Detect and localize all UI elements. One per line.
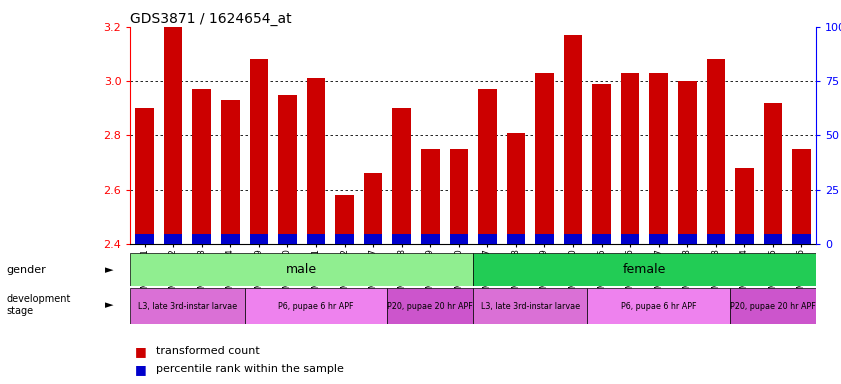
Bar bbox=[130, 253, 473, 286]
Bar bbox=[336, 195, 354, 244]
Bar bbox=[535, 73, 553, 244]
Bar bbox=[506, 132, 525, 244]
Bar bbox=[678, 81, 696, 244]
Text: gender: gender bbox=[7, 265, 46, 275]
Text: ►: ► bbox=[105, 265, 114, 275]
Bar bbox=[388, 288, 473, 324]
Bar bbox=[364, 234, 383, 244]
Bar bbox=[135, 108, 154, 244]
Bar bbox=[506, 234, 525, 244]
Bar bbox=[478, 234, 497, 244]
Text: male: male bbox=[286, 263, 317, 276]
Text: P20, pupae 20 hr APF: P20, pupae 20 hr APF bbox=[730, 302, 816, 311]
Bar bbox=[587, 288, 730, 324]
Bar bbox=[592, 234, 611, 244]
Bar bbox=[336, 234, 354, 244]
Bar bbox=[735, 234, 754, 244]
Bar bbox=[563, 35, 582, 244]
Bar bbox=[473, 288, 587, 324]
Text: L3, late 3rd-instar larvae: L3, late 3rd-instar larvae bbox=[138, 302, 237, 311]
Text: female: female bbox=[622, 263, 666, 276]
Bar bbox=[735, 168, 754, 244]
Bar bbox=[193, 89, 211, 244]
Bar bbox=[250, 234, 268, 244]
Bar bbox=[706, 234, 725, 244]
Bar bbox=[421, 149, 440, 244]
Bar bbox=[730, 288, 816, 324]
Bar bbox=[221, 234, 240, 244]
Bar bbox=[135, 234, 154, 244]
Text: P6, pupae 6 hr APF: P6, pupae 6 hr APF bbox=[621, 302, 696, 311]
Text: ■: ■ bbox=[135, 363, 146, 376]
Bar bbox=[250, 60, 268, 244]
Bar bbox=[130, 288, 245, 324]
Bar bbox=[792, 149, 811, 244]
Bar bbox=[473, 253, 816, 286]
Text: development
stage: development stage bbox=[7, 295, 71, 316]
Bar bbox=[764, 103, 782, 244]
Bar bbox=[193, 234, 211, 244]
Bar bbox=[221, 100, 240, 244]
Text: ►: ► bbox=[105, 300, 114, 310]
Text: GDS3871 / 1624654_at: GDS3871 / 1624654_at bbox=[130, 12, 292, 26]
Bar bbox=[621, 73, 639, 244]
Bar bbox=[535, 234, 553, 244]
Text: P20, pupae 20 hr APF: P20, pupae 20 hr APF bbox=[388, 302, 473, 311]
Bar bbox=[764, 234, 782, 244]
Bar bbox=[164, 234, 182, 244]
Bar bbox=[649, 73, 668, 244]
Text: ■: ■ bbox=[135, 345, 146, 358]
Text: P6, pupae 6 hr APF: P6, pupae 6 hr APF bbox=[278, 302, 354, 311]
Bar bbox=[649, 234, 668, 244]
Text: transformed count: transformed count bbox=[156, 346, 259, 356]
Bar bbox=[421, 234, 440, 244]
Bar bbox=[278, 95, 297, 244]
Bar bbox=[478, 89, 497, 244]
Bar bbox=[364, 173, 383, 244]
Bar bbox=[278, 234, 297, 244]
Bar bbox=[393, 108, 411, 244]
Bar bbox=[706, 60, 725, 244]
Bar bbox=[563, 234, 582, 244]
Bar bbox=[792, 234, 811, 244]
Bar bbox=[678, 234, 696, 244]
Bar bbox=[449, 149, 468, 244]
Bar bbox=[307, 78, 325, 244]
Bar bbox=[164, 27, 182, 244]
Bar bbox=[245, 288, 388, 324]
Bar bbox=[449, 234, 468, 244]
Bar bbox=[307, 234, 325, 244]
Text: L3, late 3rd-instar larvae: L3, late 3rd-instar larvae bbox=[480, 302, 579, 311]
Text: percentile rank within the sample: percentile rank within the sample bbox=[156, 364, 343, 374]
Bar bbox=[592, 84, 611, 244]
Bar bbox=[621, 234, 639, 244]
Bar bbox=[393, 234, 411, 244]
